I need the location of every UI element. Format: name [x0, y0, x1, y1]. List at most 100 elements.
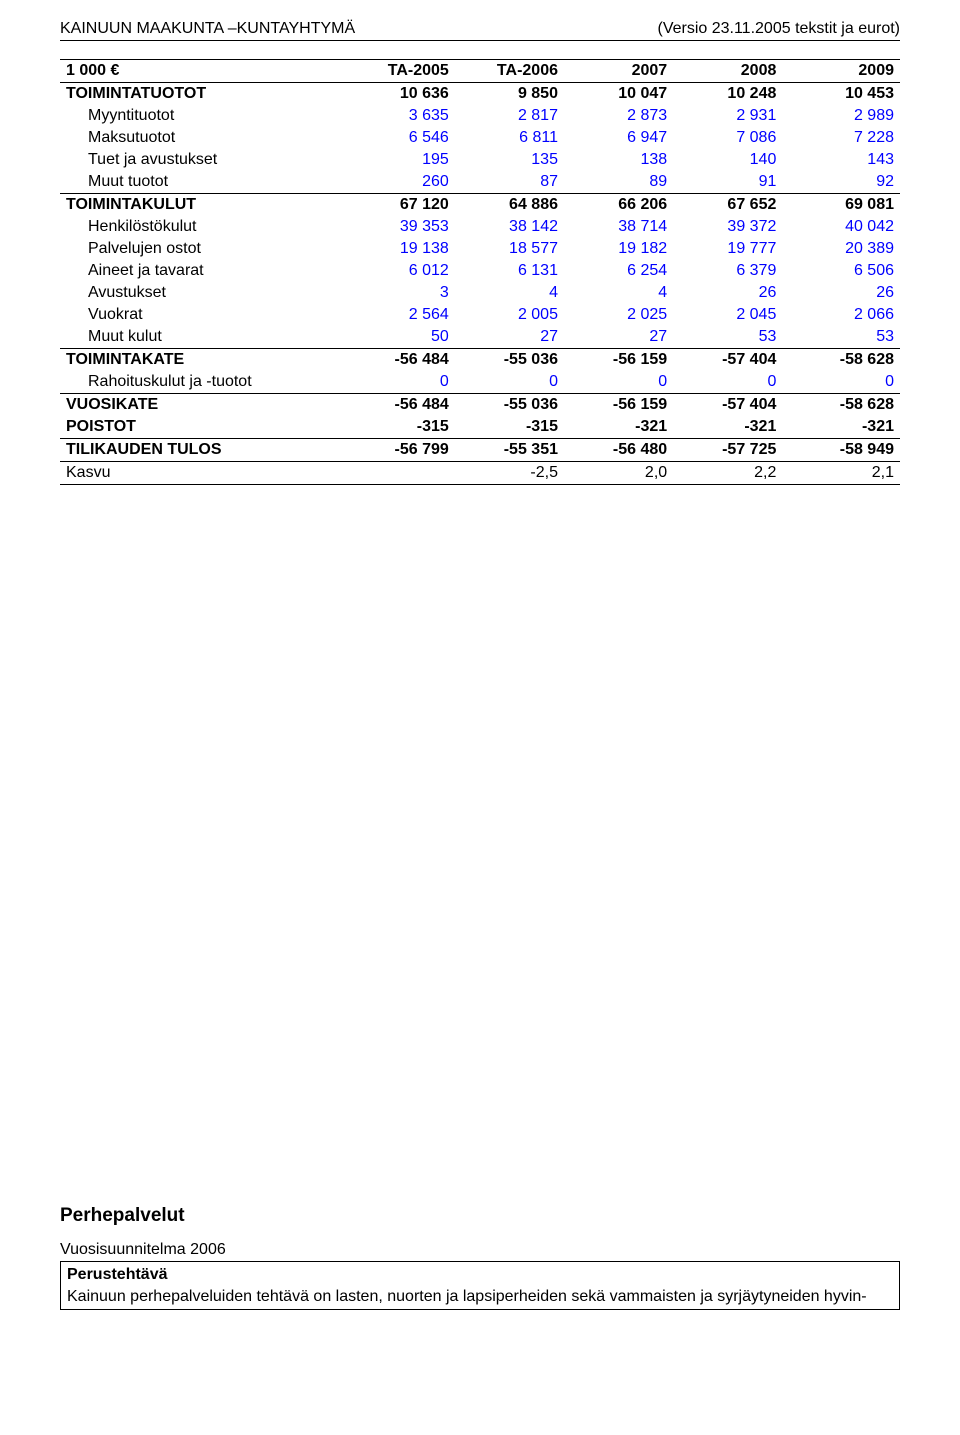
row-value: 140 [673, 149, 782, 171]
row-value: -55 036 [455, 349, 564, 372]
row-value: 4 [455, 282, 564, 304]
row-value: -321 [564, 416, 673, 439]
row-value: 2 025 [564, 304, 673, 326]
col-header: TA-2005 [346, 60, 455, 83]
table-row: Tuet ja avustukset195135138140143 [60, 149, 900, 171]
row-value: 53 [782, 326, 900, 349]
row-value: 87 [455, 171, 564, 194]
row-value: 64 886 [455, 194, 564, 217]
row-label: Rahoituskulut ja -tuotot [60, 371, 346, 394]
row-value: 260 [346, 171, 455, 194]
row-label: Palvelujen ostot [60, 238, 346, 260]
row-value: 26 [673, 282, 782, 304]
row-value: 4 [564, 282, 673, 304]
row-value: 69 081 [782, 194, 900, 217]
row-value: 10 453 [782, 83, 900, 106]
row-value [346, 462, 455, 485]
header-left: KAINUUN MAAKUNTA –KUNTAYHTYMÄ [60, 20, 355, 38]
page-header: KAINUUN MAAKUNTA –KUNTAYHTYMÄ (Versio 23… [60, 20, 900, 38]
row-value: -315 [455, 416, 564, 439]
row-value: -57 404 [673, 349, 782, 372]
table-row: Vuokrat2 5642 0052 0252 0452 066 [60, 304, 900, 326]
row-value: 2 989 [782, 105, 900, 127]
row-value: 38 142 [455, 216, 564, 238]
row-value: 2,0 [564, 462, 673, 485]
row-label: TOIMINTATUOTOT [60, 83, 346, 106]
row-value: 0 [564, 371, 673, 394]
row-value: 2 066 [782, 304, 900, 326]
row-value: 2 045 [673, 304, 782, 326]
row-value: 6 131 [455, 260, 564, 282]
row-label: TILIKAUDEN TULOS [60, 439, 346, 462]
row-value: 2 931 [673, 105, 782, 127]
row-value: 6 506 [782, 260, 900, 282]
row-value: 138 [564, 149, 673, 171]
box-text: Kainuun perhepalveluiden tehtävä on last… [67, 1286, 893, 1308]
row-value: -56 159 [564, 349, 673, 372]
row-label: POISTOT [60, 416, 346, 439]
table-row: Palvelujen ostot19 13818 57719 18219 777… [60, 238, 900, 260]
row-label: TOIMINTAKULUT [60, 194, 346, 217]
row-value: 6 012 [346, 260, 455, 282]
row-value: 3 635 [346, 105, 455, 127]
row-value: -58 628 [782, 349, 900, 372]
section-subtitle: Vuosisuunnitelma 2006 [60, 1241, 900, 1259]
table-row: Rahoituskulut ja -tuotot00000 [60, 371, 900, 394]
row-value: -321 [782, 416, 900, 439]
table-row: Myyntituotot3 6352 8172 8732 9312 989 [60, 105, 900, 127]
row-label: Myyntituotot [60, 105, 346, 127]
row-value: -321 [673, 416, 782, 439]
row-value: 7 086 [673, 127, 782, 149]
row-value: 27 [564, 326, 673, 349]
row-value: 50 [346, 326, 455, 349]
row-value: -57 725 [673, 439, 782, 462]
table-row: Muut kulut5027275353 [60, 326, 900, 349]
table-row: Muut tuotot26087899192 [60, 171, 900, 194]
table-row: Henkilöstökulut39 35338 14238 71439 3724… [60, 216, 900, 238]
row-label: Avustukset [60, 282, 346, 304]
row-value: 20 389 [782, 238, 900, 260]
row-value: 2,2 [673, 462, 782, 485]
row-value: 53 [673, 326, 782, 349]
row-value: 6 947 [564, 127, 673, 149]
header-divider [60, 40, 900, 41]
row-value: 143 [782, 149, 900, 171]
row-value: 18 577 [455, 238, 564, 260]
row-value: 2 005 [455, 304, 564, 326]
row-value: -56 799 [346, 439, 455, 462]
row-label: Vuokrat [60, 304, 346, 326]
col-header: 2009 [782, 60, 900, 83]
row-value: 19 138 [346, 238, 455, 260]
row-value: 19 777 [673, 238, 782, 260]
table-row: Aineet ja tavarat6 0126 1316 2546 3796 5… [60, 260, 900, 282]
boxed-paragraph: Perustehtävä Kainuun perhepalveluiden te… [60, 1261, 900, 1310]
row-value: 2,1 [782, 462, 900, 485]
row-value: 39 353 [346, 216, 455, 238]
row-value: 0 [782, 371, 900, 394]
col-header: 2007 [564, 60, 673, 83]
row-value: 0 [346, 371, 455, 394]
header-right: (Versio 23.11.2005 tekstit ja eurot) [657, 20, 900, 38]
row-value: 2 564 [346, 304, 455, 326]
row-label: Maksutuotot [60, 127, 346, 149]
row-value: 0 [673, 371, 782, 394]
row-value: -56 484 [346, 394, 455, 417]
row-value: 2 873 [564, 105, 673, 127]
row-value: 39 372 [673, 216, 782, 238]
row-value: 6 379 [673, 260, 782, 282]
row-value: 2 817 [455, 105, 564, 127]
table-row: Avustukset3442626 [60, 282, 900, 304]
row-label: Aineet ja tavarat [60, 260, 346, 282]
table-header-row: 1 000 € TA-2005 TA-2006 2007 2008 2009 [60, 60, 900, 83]
row-label: Muut kulut [60, 326, 346, 349]
table-row: TOIMINTAKATE-56 484-55 036-56 159-57 404… [60, 349, 900, 372]
table-row: POISTOT-315-315-321-321-321 [60, 416, 900, 439]
row-value: -56 159 [564, 394, 673, 417]
col-header: 2008 [673, 60, 782, 83]
row-label: Tuet ja avustukset [60, 149, 346, 171]
col-header: TA-2006 [455, 60, 564, 83]
row-value: 67 652 [673, 194, 782, 217]
row-value: 38 714 [564, 216, 673, 238]
row-value: 7 228 [782, 127, 900, 149]
row-value: 6 254 [564, 260, 673, 282]
